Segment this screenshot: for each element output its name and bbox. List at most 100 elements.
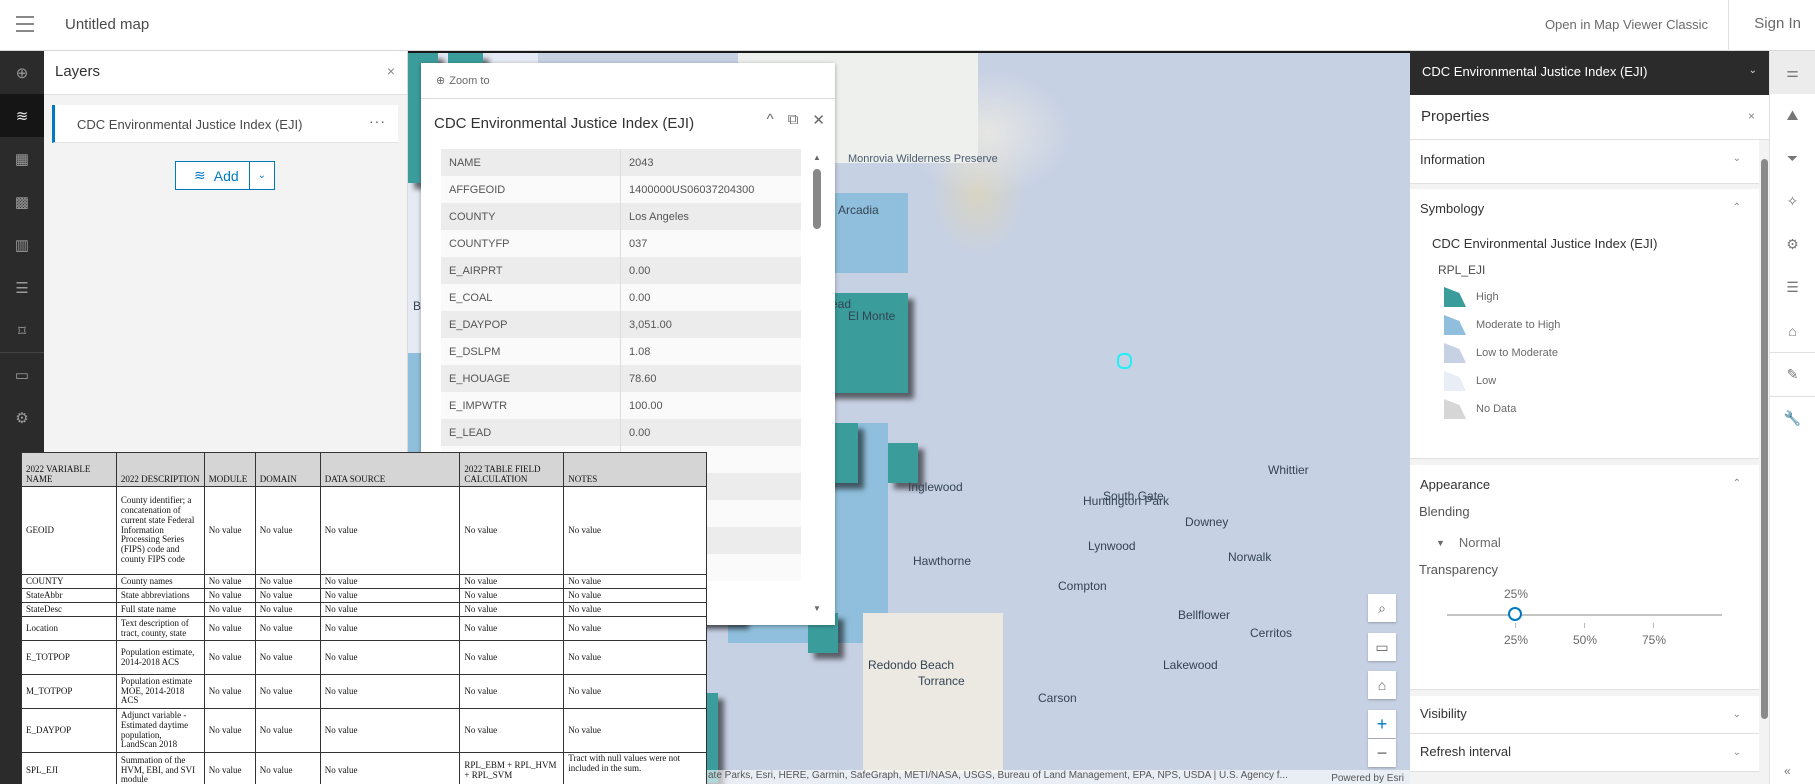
table-cell: No value [254, 486, 321, 575]
add-layer-button[interactable]: ≋ Add ⌄ [175, 161, 275, 190]
tools-icon[interactable]: 🔧 [1783, 410, 1802, 426]
section-refresh-interval[interactable]: Refresh interval ⌄ [1410, 734, 1759, 772]
layers-icon[interactable]: ≋ [0, 94, 44, 137]
close-icon[interactable]: ✕ [812, 112, 825, 129]
section-title[interactable]: Appearance [1420, 477, 1491, 492]
close-icon[interactable]: × [386, 63, 395, 79]
transparency-slider[interactable]: 25% 25% 50% 75% [1410, 577, 1759, 667]
table-cell: Population estimate MOE, 2014-2018 ACS [115, 674, 205, 709]
styles-icon[interactable]: ⛰ [1786, 107, 1799, 123]
section-title[interactable]: Visibility [1420, 706, 1467, 721]
powered-by-esri[interactable]: Powered by Esri [1331, 773, 1404, 784]
open-classic-link[interactable]: Open in Map Viewer Classic [1544, 17, 1708, 32]
chevron-down-icon[interactable]: ⌄ [1732, 153, 1741, 164]
scroll-thumb[interactable] [813, 169, 821, 229]
dock-icon[interactable]: ⧉ [787, 111, 799, 128]
folder-icon[interactable]: ▭ [14, 366, 30, 384]
properties-icon[interactable]: ⚌ [1770, 51, 1815, 94]
table-cell: No value [319, 602, 461, 617]
legend-label: Low [1476, 375, 1497, 387]
screen-icon[interactable]: ▭ [1368, 633, 1396, 661]
attribute-key: E_HOUAGE [441, 365, 621, 392]
table-cell: No value [203, 574, 256, 589]
attribute-key: E_DSLPM [441, 338, 621, 365]
charts-icon[interactable]: ▥ [14, 236, 30, 254]
settings-icon[interactable]: ⚙ [15, 409, 29, 427]
selected-feature-outline[interactable] [1117, 353, 1132, 369]
slider-tick [1653, 623, 1654, 628]
properties-scrollbar[interactable] [1761, 147, 1769, 777]
attribute-key: E_COAL [441, 284, 621, 311]
table-cell: SPL_EJI [21, 752, 117, 784]
collapse-panel-icon[interactable]: « [1784, 764, 1791, 778]
labels-icon[interactable]: ⌂ [1788, 322, 1797, 339]
table-cell: Full state name [115, 602, 205, 617]
collapse-icon[interactable]: ^ [766, 111, 774, 128]
legend-label: No Data [1476, 403, 1517, 415]
add-icon[interactable]: ⊕ [15, 64, 29, 82]
column-header: DOMAIN [254, 452, 321, 487]
scroll-down-icon[interactable]: ▼ [813, 604, 821, 613]
effects-icon[interactable]: ✧ [1786, 193, 1799, 209]
more-options-icon[interactable]: ··· [369, 113, 386, 129]
map-label: Downey [1185, 515, 1229, 529]
bookmark-icon[interactable]: ⌑ [18, 322, 26, 340]
chevron-down-icon[interactable]: ⌄ [1748, 65, 1757, 76]
zoom-in-icon[interactable]: + [1368, 710, 1396, 738]
chevron-up-icon[interactable]: ⌃ [1732, 478, 1741, 489]
scroll-thumb[interactable] [1761, 159, 1768, 719]
table-cell: No value [319, 486, 461, 575]
add-button-main[interactable]: ≋ Add [176, 162, 250, 189]
table-cell: No value [203, 708, 256, 753]
slider-track[interactable] [1447, 614, 1722, 616]
attribute-key: E_IMPWTR [441, 392, 621, 419]
zoom-to-button[interactable]: ⊕ Zoom to [421, 63, 835, 99]
section-visibility[interactable]: Visibility ⌄ [1410, 696, 1759, 734]
layer-selector[interactable]: CDC Environmental Justice Index (EJI) ⌄ [1410, 51, 1769, 95]
table-cell: No value [563, 640, 707, 675]
slider-tick [1515, 623, 1516, 628]
close-icon[interactable]: × [1747, 109, 1755, 123]
home-icon[interactable]: ⌂ [1368, 671, 1396, 699]
fields-icon[interactable]: ☰ [1786, 279, 1799, 295]
section-title[interactable]: Refresh interval [1420, 744, 1512, 759]
popup-scrollbar[interactable]: ▲ ▼ [813, 153, 821, 613]
blending-select[interactable]: ▼ Normal [1410, 519, 1759, 562]
panel-title: Layers [55, 63, 101, 80]
map-region [863, 613, 1003, 773]
swatch-low [1444, 371, 1466, 391]
section-title[interactable]: Symbology [1420, 201, 1485, 216]
table-row: StateDesc Full state name No value No value… [21, 602, 707, 617]
divider [0, 352, 44, 353]
sketch-icon[interactable]: ✎ [1786, 366, 1799, 382]
menu-icon[interactable] [16, 16, 34, 32]
legend-item: High [1410, 283, 1759, 311]
popups-icon[interactable]: ⚙ [1786, 236, 1799, 252]
map-title[interactable]: Untitled map [65, 16, 150, 33]
attribute-value: 0.00 [629, 291, 651, 304]
section-information[interactable]: Information ⌄ [1410, 140, 1759, 184]
search-icon[interactable]: ⌕ [1368, 594, 1396, 622]
sign-in-button[interactable]: Sign In [1754, 15, 1801, 32]
slider-thumb[interactable] [1508, 607, 1522, 621]
popup-actions: ^ ⧉ ✕ [767, 111, 825, 129]
map-label: Huntington Park [1083, 494, 1170, 508]
zoom-out-icon[interactable]: − [1368, 739, 1396, 767]
filter-icon[interactable]: ⏷ [1786, 150, 1799, 166]
table-row: GEOID County identifier; a concatenation … [21, 486, 707, 575]
layer-name: CDC Environmental Justice Index (EJI) [77, 117, 303, 132]
attribute-row: COUNTY Los Angeles [441, 203, 801, 230]
section-title[interactable]: Information [1420, 152, 1486, 167]
chevron-up-icon[interactable]: ⌃ [1732, 202, 1741, 213]
layer-list-item[interactable]: CDC Environmental Justice Index (EJI) ··… [52, 105, 398, 143]
legend-icon[interactable]: ☰ [15, 279, 29, 297]
chevron-down-icon[interactable]: ⌄ [257, 170, 267, 181]
map-label: Arcadia [838, 203, 879, 217]
chevron-down-icon[interactable]: ⌄ [1732, 747, 1741, 758]
scroll-up-icon[interactable]: ▲ [813, 153, 821, 162]
basemap-icon[interactable]: ▩ [14, 193, 30, 211]
map-label: Torrance [918, 674, 965, 688]
legend-item: Low [1410, 367, 1759, 395]
table-icon[interactable]: ▦ [14, 150, 30, 168]
chevron-down-icon[interactable]: ⌄ [1732, 709, 1741, 720]
